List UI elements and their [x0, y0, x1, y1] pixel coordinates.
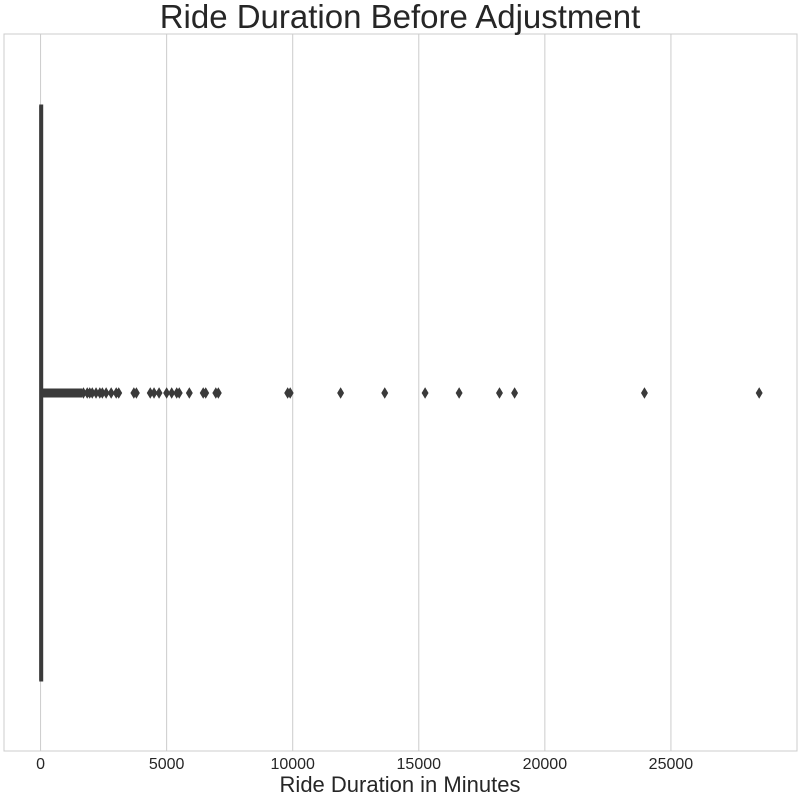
- outlier-point: [755, 387, 763, 399]
- outlier-point: [132, 387, 140, 399]
- outlier-point: [155, 387, 163, 399]
- outlier-point: [202, 387, 210, 399]
- outlier-point: [511, 387, 519, 399]
- x-tick-labels: 0 5000 10000 15000 20000 25000: [36, 756, 693, 773]
- x-tick-label: 20000: [523, 756, 568, 773]
- x-tick-label: 0: [36, 756, 45, 773]
- outlier-point: [107, 387, 115, 399]
- outlier-point: [185, 387, 193, 399]
- x-tick-label: 5000: [149, 756, 185, 773]
- x-tick-label: 10000: [270, 756, 315, 773]
- outlier-point: [168, 387, 176, 399]
- outlier-point: [214, 387, 222, 399]
- outlier-group: [41, 387, 763, 399]
- outlier-point: [455, 387, 463, 399]
- dense-outlier-band: [41, 388, 83, 398]
- chart-title: Ride Duration Before Adjustment: [160, 0, 641, 35]
- plot-frame: [3, 33, 798, 752]
- outlier-point: [115, 387, 123, 399]
- outlier-point: [496, 387, 503, 399]
- outlier-point: [337, 387, 345, 399]
- x-tick-label: 25000: [649, 756, 694, 773]
- outlier-point: [421, 387, 429, 399]
- outlier-point: [102, 387, 110, 399]
- outlier-point: [286, 387, 294, 399]
- outlier-point: [640, 387, 648, 399]
- outlier-point: [175, 387, 183, 399]
- outlier-point: [163, 387, 171, 399]
- outlier-point: [150, 387, 158, 399]
- outlier-point: [381, 387, 389, 399]
- x-axis-label: Ride Duration in Minutes: [280, 772, 521, 797]
- x-tick-label: 15000: [397, 756, 442, 773]
- box-group: [39, 104, 44, 682]
